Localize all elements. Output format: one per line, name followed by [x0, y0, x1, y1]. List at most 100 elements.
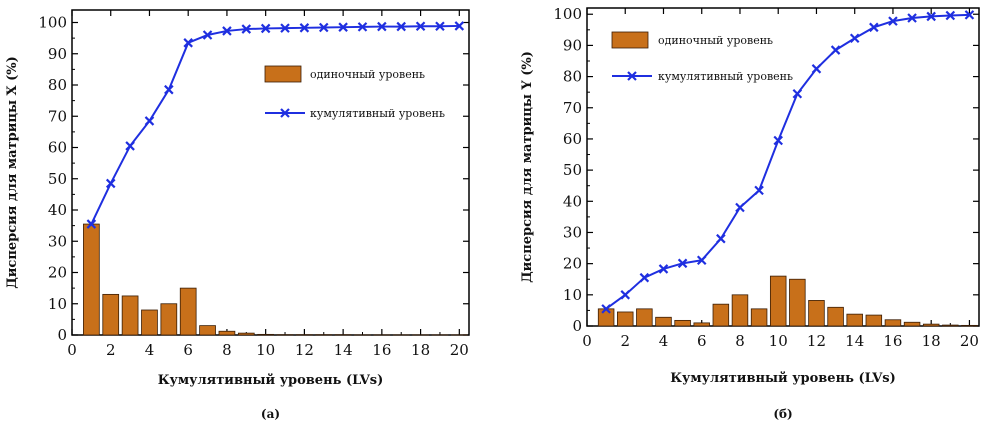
- legend-bar-label: одиночный уровень: [310, 68, 425, 81]
- bar: [142, 310, 158, 335]
- bar: [161, 304, 177, 335]
- legend-bar-swatch: [612, 32, 648, 48]
- line-point: [812, 65, 820, 73]
- x-tick-label: 16: [372, 341, 391, 359]
- y-tick-label: 40: [563, 192, 582, 210]
- line-point: [736, 204, 744, 212]
- bar: [180, 288, 196, 335]
- y-tick-label: 10: [48, 295, 67, 313]
- y-tick-label: 90: [48, 45, 67, 63]
- x-tick-label: 18: [411, 341, 430, 359]
- y-tick-label: 100: [553, 5, 582, 23]
- y-tick-label: 50: [563, 161, 582, 179]
- legend-line-label: кумулятивный уровень: [310, 107, 445, 120]
- y-tick-label: 0: [57, 326, 67, 344]
- legend-line-label: кумулятивный уровень: [658, 70, 793, 83]
- bar: [238, 333, 254, 335]
- bar: [866, 315, 882, 326]
- y-tick-label: 30: [48, 232, 67, 250]
- x-tick-label: 0: [582, 332, 592, 350]
- y-axis-label: Дисперсия для матрицы X (%): [5, 56, 20, 289]
- x-tick-label: 14: [334, 341, 353, 359]
- x-tick-label: 20: [450, 341, 469, 359]
- line-point: [755, 186, 763, 194]
- line-point: [145, 117, 153, 125]
- y-tick-label: 90: [563, 36, 582, 54]
- panel-label: (б): [773, 407, 792, 421]
- bar: [694, 323, 710, 326]
- bar: [200, 326, 216, 335]
- line-point: [793, 90, 801, 98]
- x-tick-label: 20: [960, 332, 979, 350]
- bar: [675, 320, 691, 326]
- panel-label: (a): [261, 407, 280, 421]
- x-tick-label: 2: [106, 341, 116, 359]
- bar: [809, 300, 825, 326]
- bar: [656, 317, 672, 326]
- x-tick-label: 10: [769, 332, 788, 350]
- y-tick-label: 10: [563, 286, 582, 304]
- bar: [103, 294, 119, 335]
- bar: [790, 279, 806, 326]
- x-tick-label: 16: [883, 332, 902, 350]
- line-point: [184, 39, 192, 47]
- bar: [617, 312, 633, 326]
- x-tick-label: 18: [922, 332, 941, 350]
- bar: [942, 325, 958, 326]
- line-point: [832, 46, 840, 54]
- x-tick-label: 8: [222, 341, 232, 359]
- bar: [637, 309, 653, 326]
- x-tick-label: 14: [845, 332, 864, 350]
- y-tick-label: 60: [563, 130, 582, 148]
- y-tick-label: 0: [572, 317, 582, 335]
- x-tick-label: 2: [620, 332, 630, 350]
- x-tick-label: 10: [256, 341, 275, 359]
- y-tick-label: 100: [38, 14, 67, 32]
- bar: [904, 322, 920, 326]
- x-tick-label: 12: [807, 332, 826, 350]
- x-axis-label: Кумулятивный уровень (LVs): [158, 373, 384, 388]
- bar: [770, 276, 786, 326]
- y-tick-label: 20: [563, 255, 582, 273]
- bar: [751, 309, 767, 326]
- bar: [847, 314, 863, 326]
- y-tick-label: 80: [563, 68, 582, 86]
- line-point: [774, 137, 782, 145]
- y-tick-label: 80: [48, 76, 67, 94]
- y-tick-label: 20: [48, 264, 67, 282]
- y-tick-label: 30: [563, 223, 582, 241]
- line-point: [717, 235, 725, 243]
- line-point: [165, 86, 173, 94]
- bar: [122, 296, 138, 335]
- bar: [962, 325, 978, 326]
- legend-bar-label: одиночный уровень: [658, 34, 773, 47]
- y-tick-label: 50: [48, 170, 67, 188]
- line-point: [640, 274, 648, 282]
- x-tick-label: 0: [67, 341, 77, 359]
- bar: [713, 304, 729, 326]
- y-tick-label: 70: [48, 107, 67, 125]
- y-tick-label: 70: [563, 99, 582, 117]
- bar: [923, 324, 939, 326]
- bar: [598, 309, 614, 326]
- bar: [219, 331, 235, 335]
- line-point: [851, 34, 859, 42]
- x-axis-label: Кумулятивный уровень (LVs): [670, 371, 896, 386]
- legend-bar-swatch: [265, 66, 301, 82]
- bar: [885, 320, 901, 326]
- x-tick-label: 6: [183, 341, 193, 359]
- y-axis-label: Дисперсия для матрицы Y (%): [520, 51, 535, 283]
- x-tick-label: 12: [295, 341, 314, 359]
- x-tick-label: 4: [659, 332, 669, 350]
- line-point: [621, 291, 629, 299]
- bar: [732, 295, 748, 326]
- bar: [83, 224, 99, 335]
- plot-frame: [72, 10, 469, 335]
- bar: [828, 307, 844, 326]
- x-tick-label: 4: [145, 341, 155, 359]
- line-point: [126, 142, 134, 150]
